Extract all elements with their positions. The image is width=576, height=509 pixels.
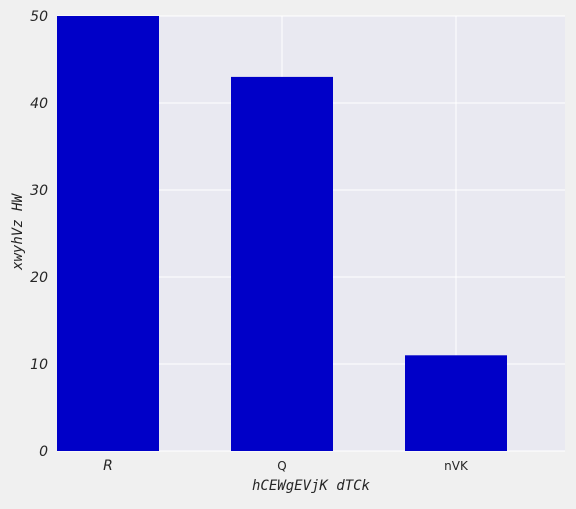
x-tick-label: Q — [277, 459, 286, 473]
x-tick-label: nVK — [444, 459, 469, 473]
y-tick-label: 50 — [30, 9, 48, 25]
x-tick-label: R — [103, 458, 113, 474]
y-axis-ticks: 0 10 20 30 40 50 — [30, 9, 48, 460]
y-tick-label: 30 — [30, 183, 48, 199]
y-tick-label: 20 — [30, 270, 48, 286]
y-axis-label: xwyhVz HW — [10, 193, 26, 271]
bar-nVK — [405, 355, 507, 451]
bar-Q — [231, 76, 333, 452]
bar-R — [57, 16, 159, 451]
bars — [57, 16, 507, 452]
y-tick-label: 0 — [39, 444, 48, 460]
y-tick-label: 10 — [30, 357, 48, 373]
x-axis-label: hCEWgEVjK dTCk — [252, 478, 371, 494]
y-tick-label: 40 — [30, 96, 48, 112]
